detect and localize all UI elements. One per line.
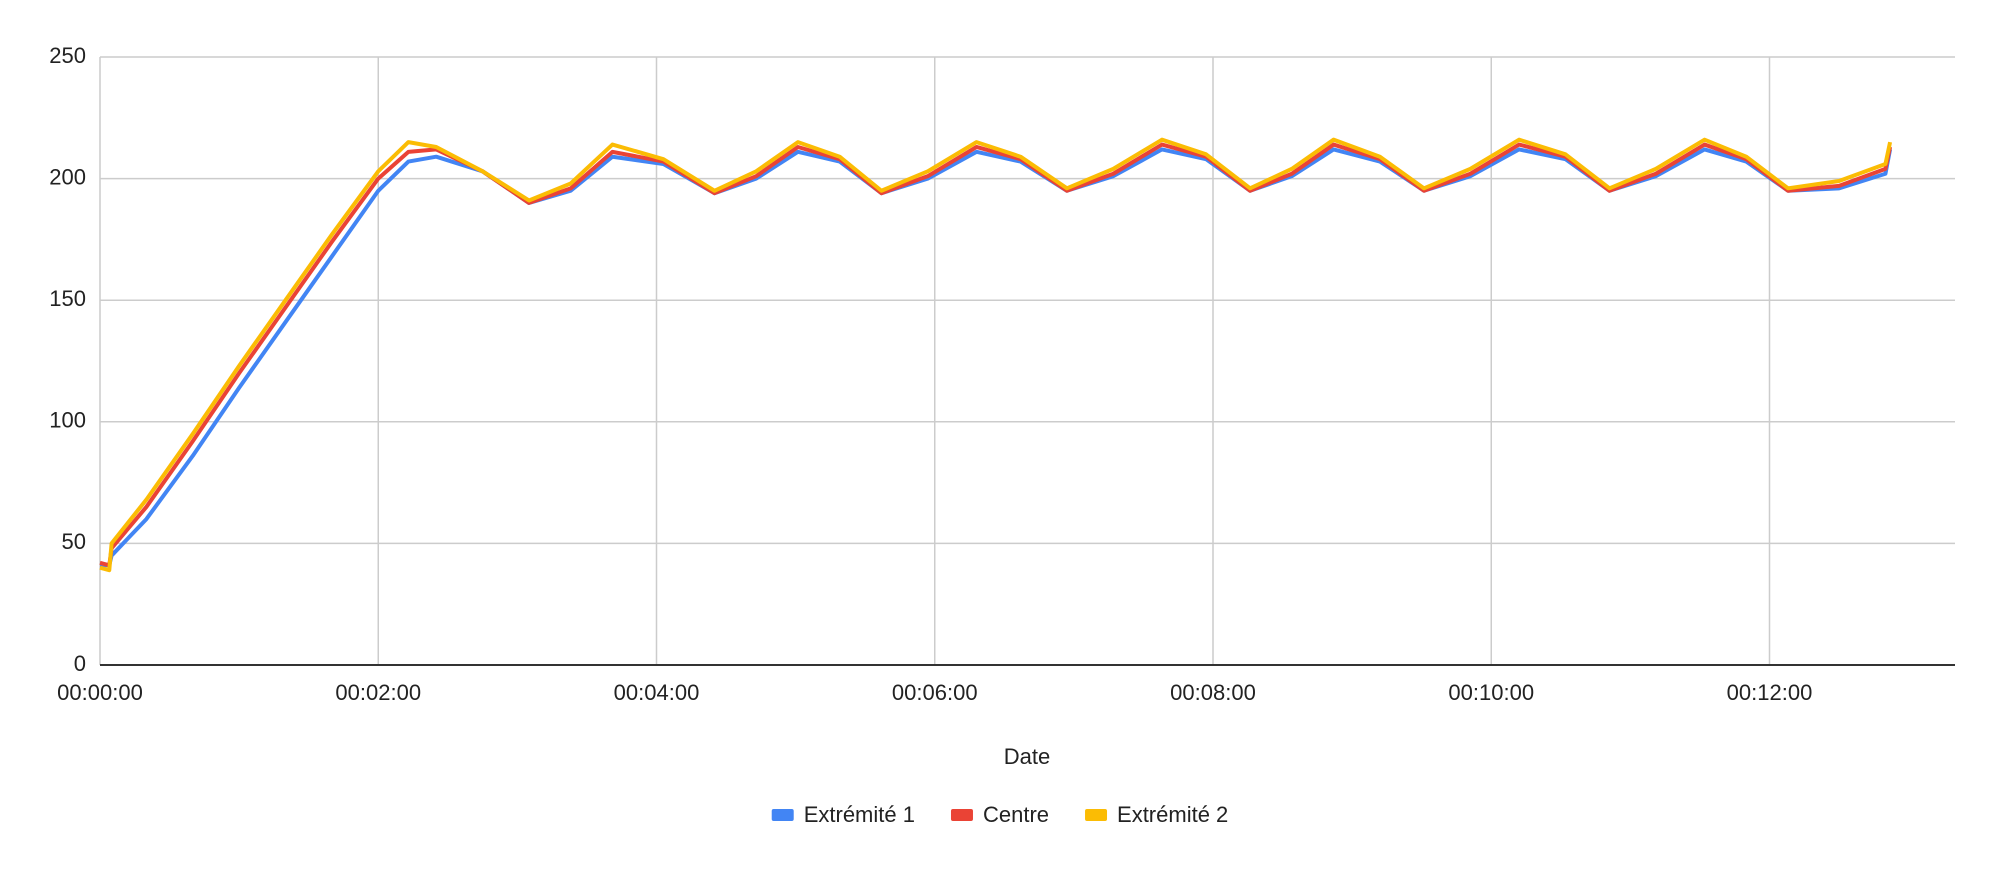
data-line xyxy=(99,137,1893,573)
legend-swatch xyxy=(771,809,794,821)
legend-swatch xyxy=(950,809,973,821)
legend: Extrémité 1 Centre Extrémité 2 xyxy=(771,802,1228,827)
x-tick-label: 00:10:00 xyxy=(1448,680,1534,705)
x-tick-label: 00:02:00 xyxy=(335,680,421,705)
legend-label: Centre xyxy=(983,802,1049,827)
y-tick-label: 0 xyxy=(74,651,86,676)
y-tick-label: 50 xyxy=(62,529,86,554)
legend-label: Extrémité 2 xyxy=(1117,802,1228,827)
x-tick-label: 00:00:00 xyxy=(57,680,143,705)
x-tick-label: 00:04:00 xyxy=(614,680,700,705)
y-tick-label: 150 xyxy=(49,286,86,311)
x-axis-title: Date xyxy=(1004,744,1050,769)
x-tick-label: 00:12:00 xyxy=(1727,680,1813,705)
y-tick-label: 100 xyxy=(49,408,86,433)
y-tick-label: 200 xyxy=(49,164,86,189)
legend-label: Extrémité 1 xyxy=(804,802,915,827)
legend-swatch xyxy=(1085,809,1108,821)
y-tick-label: 250 xyxy=(49,43,86,68)
data-line xyxy=(100,147,1893,568)
x-tick-label: 00:08:00 xyxy=(1170,680,1256,705)
x-tick-label: 00:06:00 xyxy=(892,680,978,705)
